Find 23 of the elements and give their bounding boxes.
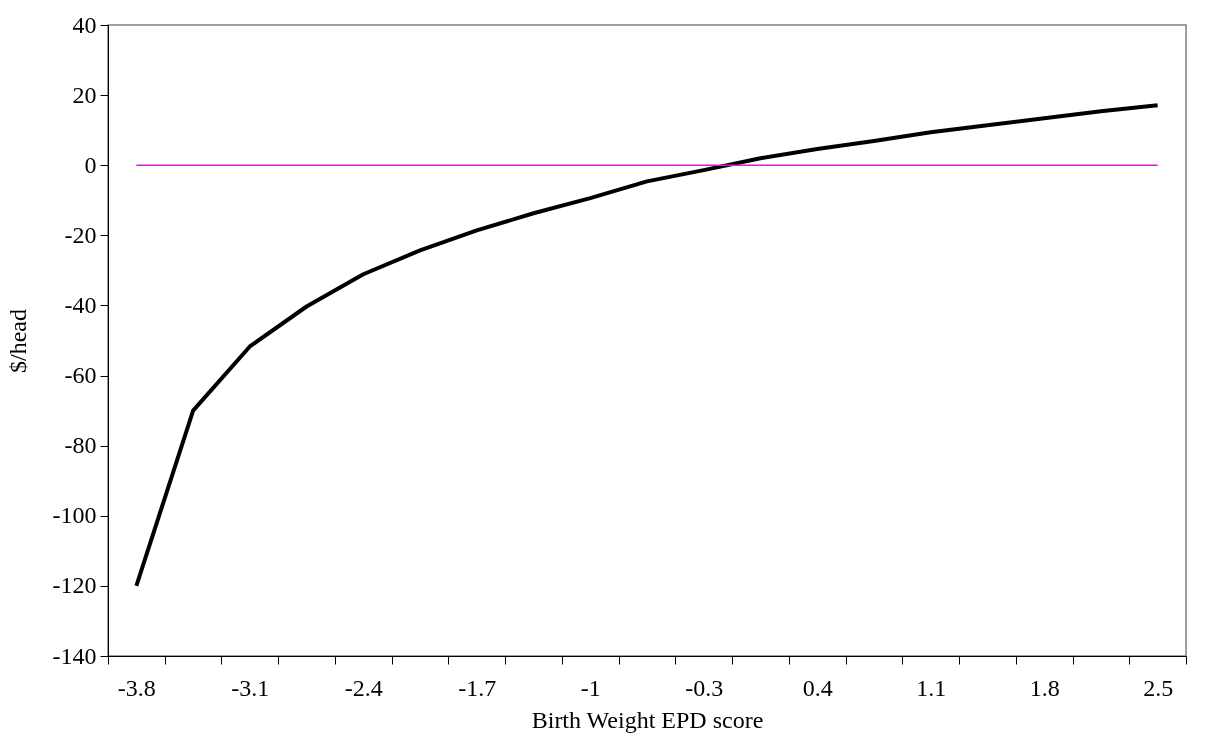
x-tick-label: -3.8 bbox=[117, 674, 156, 701]
y-tick-label: -40 bbox=[64, 291, 97, 318]
y-axis-title: $/head bbox=[4, 309, 31, 373]
x-tick-label: 1.1 bbox=[916, 674, 947, 701]
x-tick-label: -1.7 bbox=[458, 674, 497, 701]
y-tick-label: -80 bbox=[64, 432, 97, 459]
y-tick-label: 40 bbox=[72, 11, 97, 38]
x-tick-label: -1 bbox=[580, 674, 601, 701]
x-tick-label: 0.4 bbox=[802, 674, 833, 701]
y-tick-label: 20 bbox=[72, 81, 97, 108]
y-tick-label: -20 bbox=[64, 221, 97, 248]
y-tick-label: -60 bbox=[64, 362, 97, 389]
y-tick-label: 0 bbox=[84, 151, 97, 178]
x-tick-label: -0.3 bbox=[685, 674, 724, 701]
x-tick-label: -2.4 bbox=[344, 674, 383, 701]
y-tick-label: -120 bbox=[52, 572, 97, 599]
y-tick-label: -100 bbox=[52, 502, 97, 529]
line-series bbox=[134, 103, 1160, 588]
x-tick-label: 1.8 bbox=[1029, 674, 1060, 701]
x-tick-label: 2.5 bbox=[1143, 674, 1174, 701]
x-tick-label: -3.1 bbox=[231, 674, 270, 701]
x-axis-title: Birth Weight EPD score bbox=[531, 706, 764, 733]
y-tick-label: -140 bbox=[52, 642, 97, 669]
